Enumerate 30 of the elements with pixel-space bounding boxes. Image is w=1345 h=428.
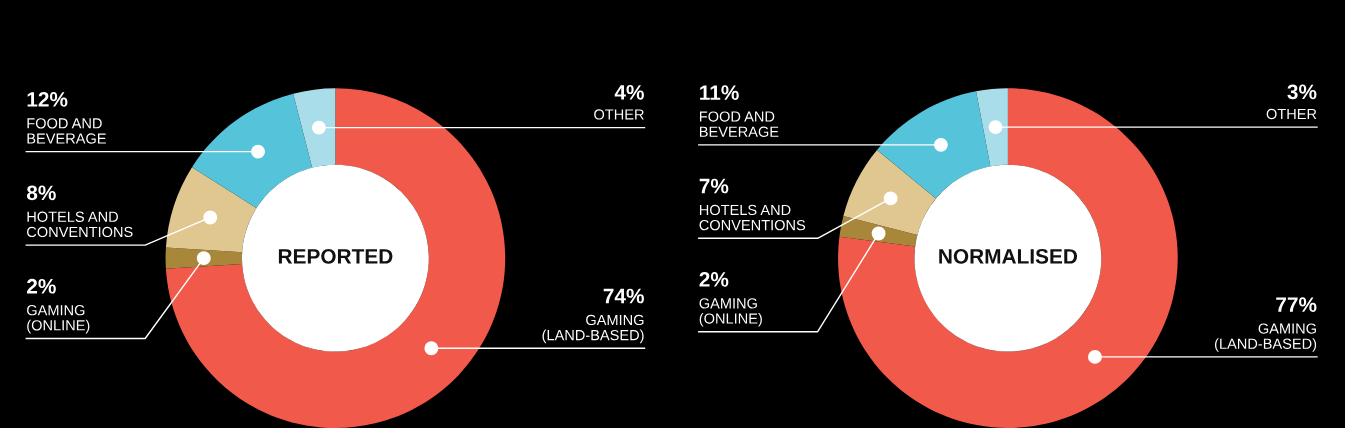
slice-label: GAMING (LAND-BASED) [1215,323,1317,352]
donut-slice [165,167,257,253]
slice-label: GAMING (ONLINE) [699,298,762,327]
donut-slice [976,88,1008,167]
data-label: 74% [603,288,644,304]
data-label: 2% [27,278,56,294]
slice-label: FOOD AND BEVERAGE [699,111,779,137]
text: REPORTED [278,249,393,264]
donut-slice [192,93,313,209]
slice-label: FOOD AND BEVERAGE [27,118,106,144]
donut-slice [293,88,336,168]
donut-slice [165,88,506,428]
slice-label: HOTELS AND CONVENTIONS [27,211,133,238]
data-label: 12% [27,92,68,107]
text: NORMALISED [939,249,1078,264]
data-label: 7% [699,178,729,194]
donut-slice [843,149,936,235]
slice-label: GAMING (ONLINE) [27,305,90,334]
donut-slice [877,91,991,199]
data-label: 2% [699,272,729,287]
data-label: 11% [700,85,739,100]
data-label: 8% [26,185,56,201]
data-label: 3% [1287,84,1317,100]
slice-label: GAMING (LAND-BASED) [542,314,644,344]
slice-label: OTHER [594,109,644,120]
donut-slice [838,88,1178,428]
data-label: 4% [614,84,644,100]
slice-label: OTHER [1266,108,1317,120]
slice-label: HOTELS AND CONVENTIONS [699,204,806,231]
data-label: 77% [1276,297,1317,312]
